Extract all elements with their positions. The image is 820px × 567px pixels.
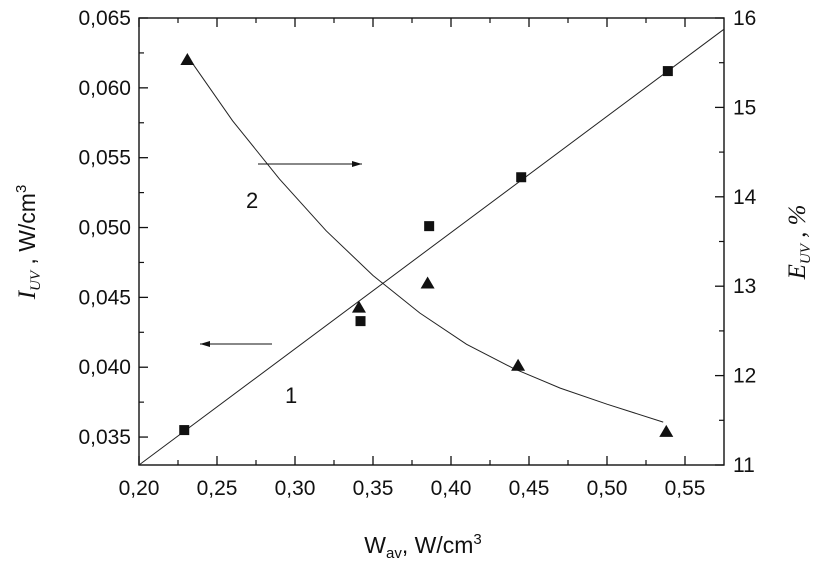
y-right-tick-label: 13 [733,275,756,298]
series-2-triangle-point [180,53,195,66]
arrows-group [200,161,362,347]
y-left-tick-label: 0,045 [78,286,131,309]
y-right-tick-label: 11 [733,454,755,477]
series-1-square-point [424,221,435,232]
x-tick-label: 0,55 [665,477,706,500]
arrow-right-head [352,161,362,167]
markers-group [179,53,674,437]
ticks-group [138,17,724,466]
curve-label-1: 1 [285,383,297,408]
series-2-triangle-point [659,424,674,437]
x-tick-label: 0,40 [431,477,472,500]
x-tick-label: 0,20 [119,477,160,500]
y-left-tick-label: 0,035 [78,426,131,449]
series-1-square-point [355,316,366,327]
curves-group [138,28,725,466]
x-tick-label: 0,45 [509,477,550,500]
x-tick-label: 0,25 [197,477,238,500]
series-1-square-point [516,172,527,183]
x-tick-label: 0,30 [275,477,316,500]
x-tick-label: 0,50 [587,477,628,500]
series-2-triangle-point [511,358,526,371]
series-1-square-point [662,66,673,77]
y-right-axis-title: EUV , % [784,205,814,281]
y-left-tick-label: 0,055 [78,147,131,170]
plot-frame [138,17,725,466]
series-2-triangle-point [420,276,435,289]
arrow-left-head [200,341,210,347]
tick-labels-group: 0,20 0,25 0,30 0,35 0,40 0,45 0,50 0,55 0,035 0,0… [78,7,756,500]
series-2-triangle-point [351,300,366,313]
x-tick-label: 0,35 [353,477,394,500]
series-1-fit-line [138,28,725,466]
y-left-tick-label: 0,050 [78,217,131,240]
y-right-tick-label: 12 [733,365,756,388]
y-left-tick-label: 0,060 [78,77,131,100]
y-left-tick-label: 0,065 [78,7,131,30]
y-left-tick-label: 0,040 [78,356,131,379]
curve-label-2: 2 [246,188,258,213]
y-left-axis-title: IUV , W/cm3 [13,185,44,301]
y-right-tick-label: 14 [733,186,757,209]
y-right-tick-label: 15 [733,96,756,119]
series-2-fit-curve [188,57,664,423]
series-1-square-point [179,425,190,436]
x-axis-title: Wav, W/cm3 [364,531,481,562]
y-right-tick-label: 16 [733,7,756,30]
